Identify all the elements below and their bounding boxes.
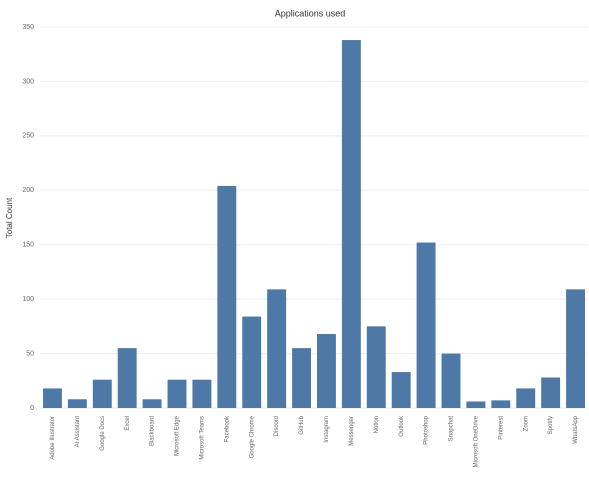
y-tick-label: 50: [26, 350, 34, 357]
bar: [292, 348, 312, 408]
x-tick-label: AI Assistant: [75, 416, 81, 448]
y-tick-label: 350: [22, 24, 34, 31]
bar: [217, 185, 237, 408]
x-tick-label: Google Docs: [100, 416, 106, 451]
y-tick-label: 150: [22, 242, 34, 249]
bar: [491, 400, 511, 408]
bar: [341, 40, 361, 408]
x-tick-label: Instagram: [324, 416, 330, 443]
bar: [242, 316, 262, 408]
x-tick-label: GitHub: [299, 415, 305, 434]
x-tick-label: Adobe Illustrator: [50, 416, 56, 460]
y-axis-title: Total Count: [5, 197, 14, 238]
x-tick-label: WhatsApp: [573, 415, 579, 443]
bar: [167, 379, 187, 408]
y-tick-label: 200: [22, 187, 34, 194]
bar: [316, 333, 336, 408]
bar: [566, 289, 586, 408]
x-tick-label: Microsoft Teams: [199, 416, 205, 460]
bar: [117, 348, 137, 408]
x-tick-label: Zoom: [523, 416, 529, 431]
chart-title: Applications used: [275, 8, 346, 18]
bar: [366, 326, 386, 408]
bar: [441, 353, 461, 408]
bar: [67, 399, 87, 408]
bar: [267, 289, 287, 408]
x-tick-label: Google Chrome: [249, 415, 255, 458]
x-tick-label: Microsoft OneDrive: [473, 415, 479, 467]
x-tick-label: Blackboard: [150, 416, 156, 446]
bar: [42, 388, 62, 408]
bar: [416, 242, 436, 408]
bar: [516, 388, 536, 408]
bar: [391, 372, 411, 408]
x-tick-label: Discord: [274, 416, 280, 436]
bar: [192, 379, 212, 408]
x-tick-label: Spotify: [548, 416, 554, 434]
x-tick-label: Outlook: [399, 415, 405, 437]
x-tick-label: Microsoft Edge: [175, 415, 181, 456]
x-tick-label: Photoshop: [424, 415, 430, 444]
x-tick-label: Excel: [125, 416, 131, 431]
x-tick-label: Notion: [374, 416, 380, 433]
bar: [541, 377, 561, 408]
y-tick-label: 100: [22, 296, 34, 303]
y-tick-label: 250: [22, 133, 34, 140]
bar: [142, 399, 162, 408]
x-tick-label: Pinterest: [498, 416, 504, 440]
y-tick-label: 300: [22, 78, 34, 85]
bar: [92, 379, 112, 408]
x-tick-label: Messenger: [349, 416, 355, 446]
y-tick-label: 0: [30, 405, 34, 412]
x-tick-label: Facebook: [224, 415, 230, 442]
x-tick-label: Snapchat: [449, 416, 455, 442]
bar: [466, 401, 486, 408]
